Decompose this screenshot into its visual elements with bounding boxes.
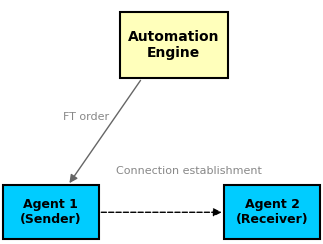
FancyBboxPatch shape [120, 12, 228, 78]
Text: Agent 2
(Receiver): Agent 2 (Receiver) [236, 198, 308, 226]
Text: Agent 1
(Sender): Agent 1 (Sender) [20, 198, 81, 226]
Text: Automation
Engine: Automation Engine [128, 30, 219, 60]
Text: Connection establishment: Connection establishment [116, 166, 262, 176]
FancyBboxPatch shape [3, 185, 99, 239]
Text: FT order: FT order [63, 112, 109, 122]
FancyBboxPatch shape [224, 185, 320, 239]
